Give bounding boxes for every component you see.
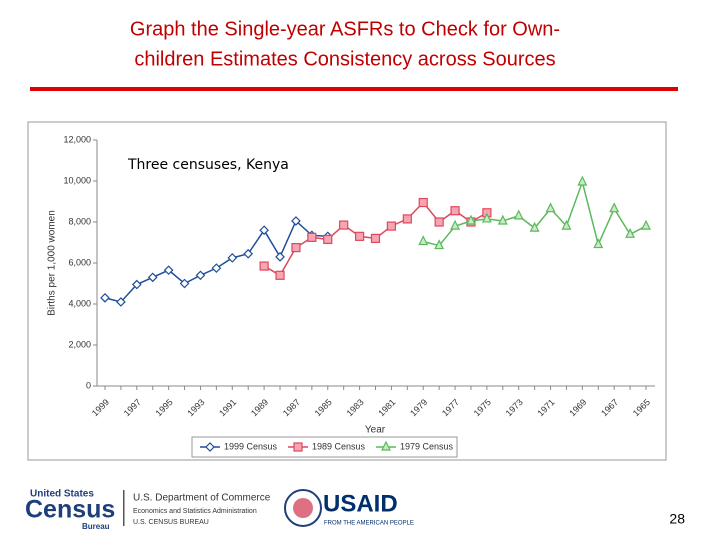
data-point xyxy=(386,221,397,231)
y-tick-label: 8,000 xyxy=(68,216,91,226)
slide-title: children Estimates Consistency across So… xyxy=(134,48,555,70)
data-point xyxy=(275,270,285,280)
data-point xyxy=(450,219,461,230)
data-point xyxy=(131,279,142,290)
legend-marker xyxy=(205,442,215,452)
bureau-text: U.S. CENSUS BUREAU xyxy=(133,519,209,526)
census-logo-top: United States xyxy=(30,489,94,500)
data-point xyxy=(147,272,158,283)
data-point xyxy=(625,227,636,238)
data-point xyxy=(370,233,381,243)
legend-marker xyxy=(293,442,303,452)
page-number: 28 xyxy=(669,511,685,527)
y-axis-label: Births per 1,000 women xyxy=(47,210,58,316)
data-point xyxy=(561,219,572,230)
commerce-text: U.S. Department of Commerce xyxy=(133,493,271,504)
chart-frame xyxy=(27,121,667,461)
y-tick-label: 0 xyxy=(86,380,91,390)
data-point xyxy=(354,231,365,241)
data-point xyxy=(577,175,588,186)
data-point xyxy=(291,243,301,253)
legend-label: 1979 Census xyxy=(400,441,454,451)
y-tick-label: 2,000 xyxy=(68,339,91,349)
legend-marker xyxy=(381,440,391,451)
data-point xyxy=(593,238,604,249)
data-point xyxy=(418,197,428,208)
data-point xyxy=(434,239,445,250)
data-point xyxy=(497,214,508,225)
data-point xyxy=(259,261,269,271)
data-point xyxy=(545,202,556,213)
data-point xyxy=(434,217,444,227)
annotation: Three censuses, Kenya xyxy=(127,157,289,173)
data-point xyxy=(529,221,540,232)
data-point xyxy=(259,225,269,236)
usaid-seal-center xyxy=(293,498,313,518)
logo-divider xyxy=(123,490,125,526)
usaid-sub: FROM THE AMERICAN PEOPLE xyxy=(324,521,414,527)
census-logo: Census xyxy=(25,496,115,524)
y-tick-label: 12,000 xyxy=(63,134,91,144)
x-axis-label: Year xyxy=(365,425,386,436)
data-point xyxy=(339,220,349,230)
slide-title: Graph the Single-year ASFRs to Check for… xyxy=(130,18,560,40)
data-point xyxy=(116,297,126,307)
data-point xyxy=(323,234,333,245)
legend-box xyxy=(191,436,458,458)
data-point xyxy=(418,235,429,246)
data-point xyxy=(402,214,412,224)
data-point xyxy=(450,206,460,216)
data-point xyxy=(307,232,317,242)
data-point xyxy=(481,212,492,223)
data-point xyxy=(513,209,524,220)
title-rule xyxy=(30,87,678,91)
esa-text: Economics and Statistics Administration xyxy=(133,508,257,515)
data-point xyxy=(641,219,651,230)
data-point xyxy=(195,270,206,281)
usaid-logo: USAID xyxy=(323,490,398,517)
census-logo-sub: Bureau xyxy=(82,522,110,531)
data-point xyxy=(609,202,620,213)
data-point xyxy=(179,278,190,289)
data-point xyxy=(243,248,254,259)
data-point xyxy=(227,253,238,263)
data-point xyxy=(211,263,222,273)
data-point xyxy=(163,265,174,276)
data-point xyxy=(275,252,285,262)
y-tick-label: 4,000 xyxy=(68,298,91,308)
data-point xyxy=(100,293,110,303)
legend-label: 1999 Census xyxy=(224,441,278,451)
data-point xyxy=(291,216,301,226)
y-tick-label: 10,000 xyxy=(63,175,91,185)
data-point xyxy=(465,214,476,225)
y-tick-label: 6,000 xyxy=(68,257,91,267)
legend-label: 1989 Census xyxy=(312,441,366,451)
